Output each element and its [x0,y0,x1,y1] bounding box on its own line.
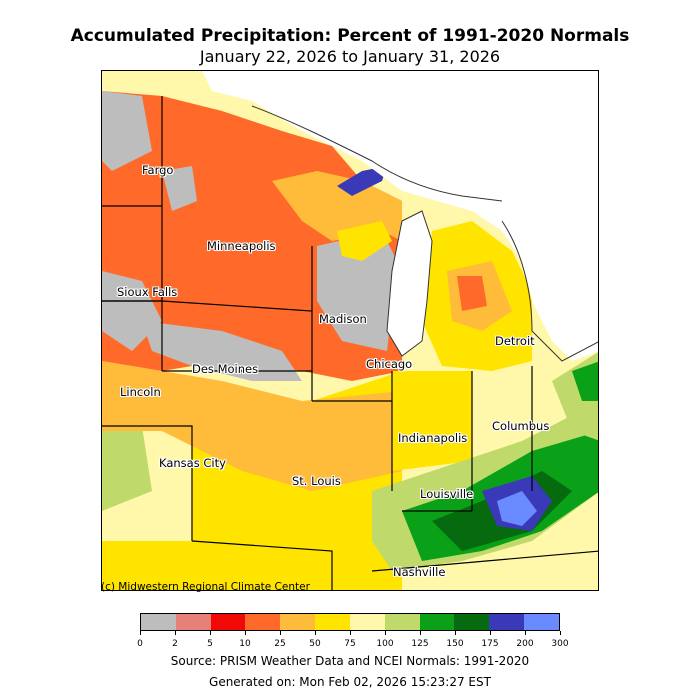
region-grey-nd [102,91,152,171]
legend-tick-label: 100 [376,639,394,649]
city-label-louisville: Louisville [420,487,474,501]
legend-tick [349,631,351,635]
city-label-sioux-falls: Sioux Falls [117,285,178,299]
legend-tick-label: 2 [172,639,178,649]
legend-swatch [419,614,455,630]
lake-superior-shore [251,105,503,202]
legend-tick [139,631,141,635]
source-text: Source: PRISM Weather Data and NCEI Norm… [170,654,530,668]
legend-tick-label: 0 [137,639,143,649]
legend-tick-label: 75 [344,639,356,649]
legend-tick [314,631,316,635]
city-label-detroit: Detroit [495,334,535,348]
city-label-lincoln: Lincoln [120,385,161,399]
legend-swatch [384,614,420,630]
lake-michigan [386,210,433,357]
map-canvas [102,71,598,590]
legend-swatch [280,614,316,630]
region-orange-band [102,361,402,491]
legend-swatch [210,614,246,630]
legend-swatch [454,614,490,630]
state-borders [102,96,598,590]
precipitation-map: Fargo Minneapolis Sioux Falls Madison De… [101,70,599,591]
city-label-madison: Madison [319,312,367,326]
city-label-kansas-city: Kansas City [159,456,226,470]
legend-swatch [349,614,385,630]
city-label-columbus: Columbus [492,419,550,433]
legend-ticks: 0 2 5 10 25 50 75 100 125 150 175 200 300 [137,631,569,651]
legend-tick-label: 300 [551,639,569,649]
legend-tick [174,631,176,635]
region-wisconsin-orange [272,171,402,241]
legend-tick-label: 200 [516,639,534,649]
legend-tick [209,631,211,635]
legend-swatch [245,614,281,630]
region-grey-mn [162,166,197,211]
legend-swatch [141,614,176,630]
legend-tick [559,631,561,635]
map-credit: (c) Midwestern Regional Climate Center [101,581,310,593]
map-title: Accumulated Precipitation: Percent of 19… [70,26,630,46]
legend-tick [384,631,386,635]
legend-tick [489,631,491,635]
generated-text: Generated on: Mon Feb 02, 2026 15:23:27 … [209,675,491,689]
region-grey-iowa [142,321,302,381]
legend-tick-label: 25 [274,639,286,649]
legend-tick [244,631,246,635]
legend-swatch [524,614,559,630]
region-wisconsin-yellow [337,221,392,261]
legend-tick-label: 125 [411,639,429,649]
legend-swatch [489,614,525,630]
region-michigan-red [457,276,487,311]
map-subtitle: January 22, 2026 to January 31, 2026 [199,47,501,66]
legend-tick [279,631,281,635]
city-label-minneapolis: Minneapolis [207,239,276,253]
city-label-st-louis: St. Louis [292,474,341,488]
lake-huron-shore [501,220,598,362]
legend-tick-label: 175 [481,639,499,649]
region-kansas-green [102,421,152,511]
region-grey-wisconsin [317,231,397,351]
color-legend [140,613,560,631]
legend-tick [454,631,456,635]
region-illinois-yellow [392,371,472,471]
legend-tick-label: 10 [239,639,251,649]
city-label-nashville: Nashville [393,565,446,579]
region-ohio-darkgreen [572,361,598,401]
legend-tick-label: 150 [446,639,464,649]
canada-and-lakes [202,71,598,361]
city-label-indianapolis: Indianapolis [398,431,468,445]
legend-swatch [315,614,350,630]
region-lightblue-ky [497,491,537,526]
legend-tick [524,631,526,635]
legend-tick [419,631,421,635]
city-label-chicago: Chicago [366,357,413,371]
city-label-fargo: Fargo [142,163,174,177]
region-up-blue [337,166,387,196]
legend-tick-label: 50 [309,639,321,649]
city-label-des-moines: Des Moines [192,362,259,376]
legend-swatch [175,614,211,630]
legend-tick-label: 5 [207,639,213,649]
